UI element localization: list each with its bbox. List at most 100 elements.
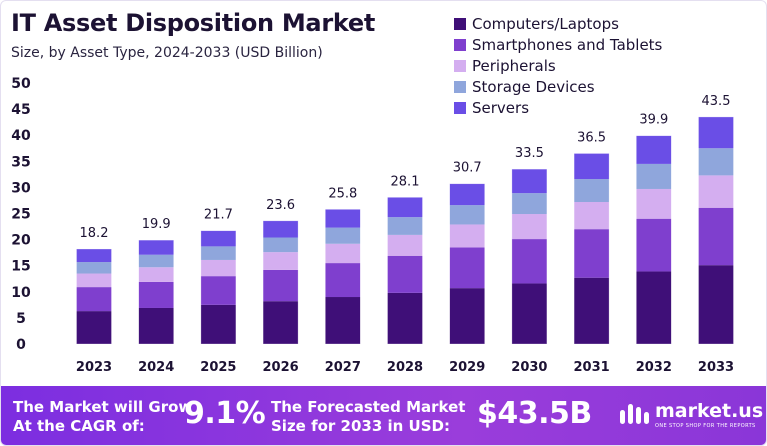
bar-segment [574, 229, 610, 278]
chart-subtitle: Size, by Asset Type, 2024-2033 (USD Bill… [11, 45, 323, 61]
x-tick-label: 2028 [387, 360, 423, 375]
x-tick-label: 2029 [449, 360, 485, 375]
bar-segment [325, 243, 361, 264]
bar-segment [387, 217, 423, 235]
legend-item-computers: Computers/Laptops [454, 13, 662, 34]
bar-segment [138, 267, 174, 282]
bar-segment [76, 262, 112, 274]
bar-total-label: 19.9 [142, 217, 171, 232]
legend-label: Servers [472, 98, 530, 117]
bar-segment [387, 255, 423, 293]
bar-segment [574, 202, 610, 230]
bar-segment [511, 239, 547, 284]
bar-segment [636, 218, 672, 272]
bar-segment [698, 265, 734, 344]
bar-segment [511, 193, 547, 215]
bar-total-label: 25.8 [328, 186, 357, 201]
bar-outline [200, 230, 237, 345]
bar-outline [698, 116, 734, 345]
legend-swatch [454, 101, 466, 114]
bar-segment [76, 287, 112, 312]
bar-segment [449, 288, 485, 344]
market-us-logo-icon [620, 404, 649, 424]
bar-outline [511, 168, 548, 345]
bar-segment [138, 254, 174, 268]
legend-item-smartphones: Smartphones and Tablets [454, 34, 662, 55]
cagr-caption-line2: At the CAGR of: [13, 417, 145, 435]
y-tick-label: 20 [11, 233, 31, 249]
bar-segment [200, 276, 236, 305]
bar-segment [263, 252, 299, 270]
y-tick-label: 40 [11, 128, 31, 144]
legend-swatch [454, 38, 466, 51]
bar-segment [511, 214, 547, 240]
bar-total-label: 21.7 [204, 208, 233, 223]
bar-segment [200, 246, 236, 260]
bar-segment [387, 234, 423, 256]
brand-name: market.us [655, 400, 764, 422]
bar-outline [573, 153, 610, 345]
bar-segment [200, 304, 236, 344]
bar-segment [263, 220, 299, 238]
bar-outline [635, 135, 672, 345]
bar-segment [76, 311, 112, 344]
y-tick-label: 35 [11, 154, 30, 170]
bar-total-label: 28.1 [391, 174, 420, 189]
legend-swatch [454, 17, 466, 30]
x-tick-label: 2030 [511, 360, 547, 375]
bar-segment [698, 116, 734, 149]
bar-segment [263, 269, 299, 302]
cagr-value: 9.1% [184, 396, 266, 431]
bar-total-label: 36.5 [577, 130, 606, 145]
bar-segment [325, 227, 361, 244]
bar-segment [698, 175, 734, 208]
bar-total-label: 43.5 [702, 94, 731, 109]
legend-item-servers: Servers [454, 97, 662, 118]
bar-segment [76, 273, 112, 288]
x-tick-label: 2032 [636, 360, 672, 375]
bar-segment [636, 135, 672, 164]
bar-segment [449, 247, 485, 289]
y-tick-label: 15 [11, 259, 30, 275]
bar-segment [449, 205, 485, 225]
bar-segment [387, 292, 423, 344]
stacked-bar-chart: 0510152025303540455018.2202319.9202421.7… [11, 76, 734, 375]
x-tick-label: 2024 [138, 360, 174, 375]
y-tick-label: 45 [11, 102, 30, 118]
bar-segment [138, 307, 174, 344]
brand-logo[interactable]: market.us ONE STOP SHOP FOR THE REPORTS [619, 400, 764, 436]
chart-title: IT Asset Disposition Market [11, 9, 376, 37]
chart-legend: Computers/Laptops Smartphones and Tablet… [454, 13, 662, 118]
bar-segment [511, 283, 547, 344]
legend-item-storage: Storage Devices [454, 76, 662, 97]
x-tick-label: 2033 [698, 360, 734, 375]
bar-segment [511, 169, 547, 194]
legend-swatch [454, 59, 466, 72]
brand-tagline: ONE STOP SHOP FOR THE REPORTS [655, 423, 756, 429]
bar-segment [325, 263, 361, 298]
x-tick-label: 2023 [76, 360, 112, 375]
y-tick-label: 50 [11, 76, 31, 92]
bar-total-label: 30.7 [453, 161, 482, 176]
bar-segment [698, 207, 734, 266]
bar-outline [76, 248, 112, 345]
bar-outline [449, 183, 486, 345]
bar-segment [574, 277, 610, 344]
legend-swatch [454, 80, 466, 93]
bar-segment [200, 230, 236, 247]
bar-segment [449, 183, 485, 206]
legend-label: Computers/Laptops [472, 14, 619, 33]
bar-segment [200, 259, 236, 277]
bar-segment [76, 248, 112, 263]
bar-total-label: 33.5 [515, 146, 544, 161]
y-tick-label: 0 [16, 337, 26, 353]
y-tick-label: 5 [16, 311, 26, 327]
bar-segment [325, 209, 361, 228]
bar-total-label: 23.6 [266, 198, 295, 213]
forecast-size-value: $43.5B [477, 396, 592, 431]
bar-segment [263, 237, 299, 253]
y-tick-label: 25 [11, 207, 30, 223]
cagr-caption-line1: The Market will Grow [13, 398, 193, 416]
bar-segment [387, 197, 423, 218]
